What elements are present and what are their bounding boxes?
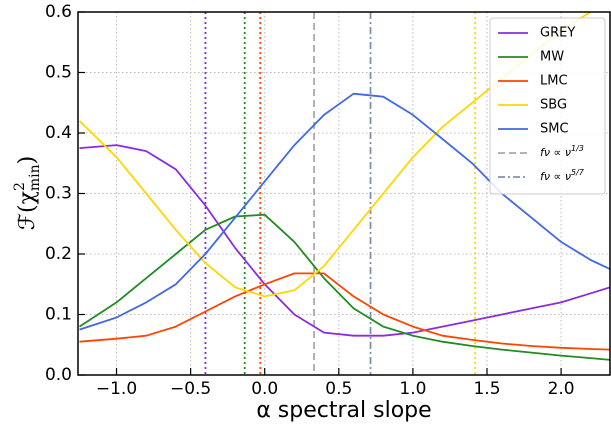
y-label-sup: 2	[12, 182, 28, 191]
legend-label-base: fν ∝ ν	[540, 170, 571, 183]
series-line	[79, 144, 610, 337]
x-tick-label: 0.0	[251, 379, 278, 399]
x-axis-label: α spectral slope	[256, 398, 431, 423]
series-line	[79, 213, 610, 361]
axes: 0.0 0.1 0.2 0.3 0.4 0.5 0.6 −1.0 −0.5 0.0 0.5 1.0 1.…	[45, 2, 611, 399]
legend-label: GREY	[540, 26, 575, 41]
y-tick-label: 0.5	[45, 63, 72, 83]
legend-label: SBG	[540, 98, 567, 113]
legend-label: fν ∝ ν1/3	[540, 144, 584, 160]
legend-label: LMC	[540, 74, 568, 89]
legend-label-sup: 1/3	[571, 144, 584, 153]
y-label-main: ℱ(χ	[15, 191, 40, 230]
series-line	[79, 92, 610, 331]
y-tick-label: 0.2	[45, 244, 72, 264]
series-line	[79, 272, 610, 351]
legend-label-base: fν ∝ ν	[540, 146, 571, 159]
legend-label: MW	[540, 50, 564, 65]
y-tick-label: 0.3	[45, 184, 72, 204]
x-tick-label: 1.0	[399, 379, 426, 399]
y-axis-label: ℱ(χ2min)	[12, 156, 43, 231]
x-tick-label: 1.5	[473, 379, 500, 399]
x-tick-label: 2.0	[548, 379, 575, 399]
x-tick-label: −1.0	[96, 379, 137, 399]
y-tick-label: 0.0	[45, 365, 72, 385]
reference-lines	[204, 12, 477, 375]
legend-label: fν ∝ ν5/7	[540, 168, 585, 184]
y-label-close: )	[15, 156, 40, 165]
x-tick-label: −0.5	[170, 379, 211, 399]
plot-frame	[77, 11, 611, 376]
y-label-sub: min	[27, 164, 43, 191]
legend-label-sup: 5/7	[571, 168, 585, 177]
legend-label: SMC	[540, 122, 569, 137]
y-tick-label: 0.1	[45, 305, 72, 325]
x-tick-label: 0.5	[325, 379, 352, 399]
y-tick-label: 0.4	[45, 123, 72, 143]
legend-box	[489, 17, 606, 195]
series-lines	[78, 12, 610, 361]
y-tick-label: 0.6	[45, 2, 72, 22]
